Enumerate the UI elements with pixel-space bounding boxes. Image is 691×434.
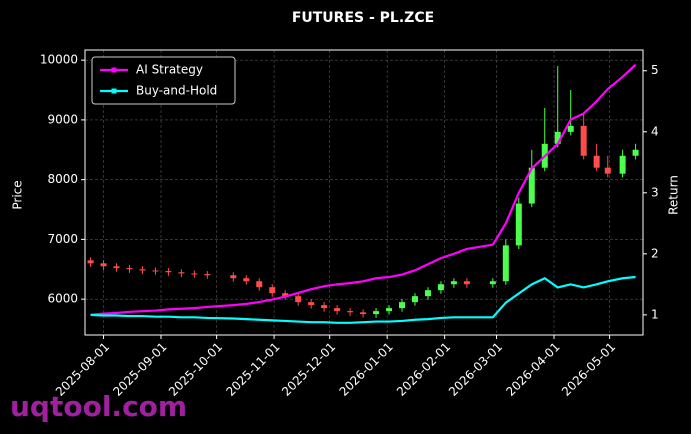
y2-tick-label: 4 bbox=[651, 124, 659, 138]
candle-body bbox=[399, 302, 406, 309]
y2-tick-label: 2 bbox=[651, 246, 659, 260]
y2-tick-label: 1 bbox=[651, 307, 659, 321]
candle-body bbox=[463, 281, 470, 285]
candle-body bbox=[619, 155, 626, 174]
candle-body bbox=[139, 269, 146, 271]
candle-body bbox=[567, 125, 574, 132]
candle-body bbox=[515, 203, 522, 246]
candle-body bbox=[308, 302, 315, 306]
candle-body bbox=[230, 275, 237, 279]
candle-body bbox=[424, 290, 431, 297]
candle-body bbox=[489, 281, 496, 285]
x-tick-label: 2026-01-01 bbox=[337, 340, 396, 399]
candle-body bbox=[502, 245, 509, 282]
legend-marker bbox=[111, 67, 117, 73]
y2-axis-label: Return bbox=[667, 175, 681, 215]
candle-body bbox=[282, 293, 289, 297]
y-axis-label: Price bbox=[11, 180, 25, 209]
candle-body bbox=[204, 274, 211, 276]
candle-body bbox=[437, 284, 444, 291]
series-line bbox=[90, 63, 637, 316]
candle-body bbox=[126, 268, 133, 270]
candle-body bbox=[113, 266, 120, 269]
x-tick-label: 2025-11-01 bbox=[223, 340, 282, 399]
watermark: uqtool.com bbox=[10, 390, 187, 423]
legend-label: Buy-and-Hold bbox=[136, 84, 217, 98]
plot-frame bbox=[84, 49, 644, 336]
y2-tick-label: 5 bbox=[651, 63, 659, 77]
candle-body bbox=[632, 149, 639, 156]
candle-body bbox=[100, 263, 107, 267]
candle-body bbox=[321, 305, 328, 309]
candle-body bbox=[165, 271, 172, 273]
y-tick-label: 8000 bbox=[47, 172, 78, 186]
candle-body bbox=[373, 311, 380, 315]
candle-body bbox=[554, 131, 561, 144]
x-tick-label: 2026-05-01 bbox=[559, 340, 618, 399]
y-tick-label: 6000 bbox=[47, 292, 78, 306]
y-tick-label: 9000 bbox=[47, 112, 78, 126]
y-tick-label: 10000 bbox=[40, 53, 78, 67]
legend-label: AI Strategy bbox=[136, 63, 203, 77]
y2-tick-label: 3 bbox=[651, 185, 659, 199]
candle-body bbox=[528, 167, 535, 204]
candle-body bbox=[152, 270, 159, 272]
candle-body bbox=[411, 296, 418, 303]
candle-body bbox=[269, 287, 276, 294]
candle-body bbox=[604, 167, 611, 174]
x-tick-label: 2026-02-01 bbox=[394, 340, 453, 399]
candle-body bbox=[191, 273, 198, 275]
x-tick-label: 2026-04-01 bbox=[503, 340, 562, 399]
candle-body bbox=[256, 281, 263, 288]
candle-body bbox=[334, 308, 341, 312]
x-tick-label: 2025-12-01 bbox=[279, 340, 338, 399]
candle-body bbox=[386, 308, 393, 312]
candle-body bbox=[295, 296, 302, 303]
candle-body bbox=[347, 311, 354, 313]
candle-body bbox=[450, 281, 457, 285]
candle-body bbox=[178, 272, 185, 274]
candle-body bbox=[593, 155, 600, 168]
legend-box bbox=[91, 56, 236, 105]
candle-body bbox=[243, 278, 250, 282]
legend-marker bbox=[111, 88, 117, 94]
candle-body bbox=[580, 125, 587, 156]
series-line bbox=[90, 275, 636, 324]
candle-body bbox=[360, 312, 367, 315]
x-tick-label: 2026-03-01 bbox=[446, 340, 505, 399]
chart-title: FUTURES - PL.ZCE bbox=[292, 10, 434, 26]
y-tick-label: 7000 bbox=[47, 232, 78, 246]
candle-body bbox=[87, 260, 94, 264]
